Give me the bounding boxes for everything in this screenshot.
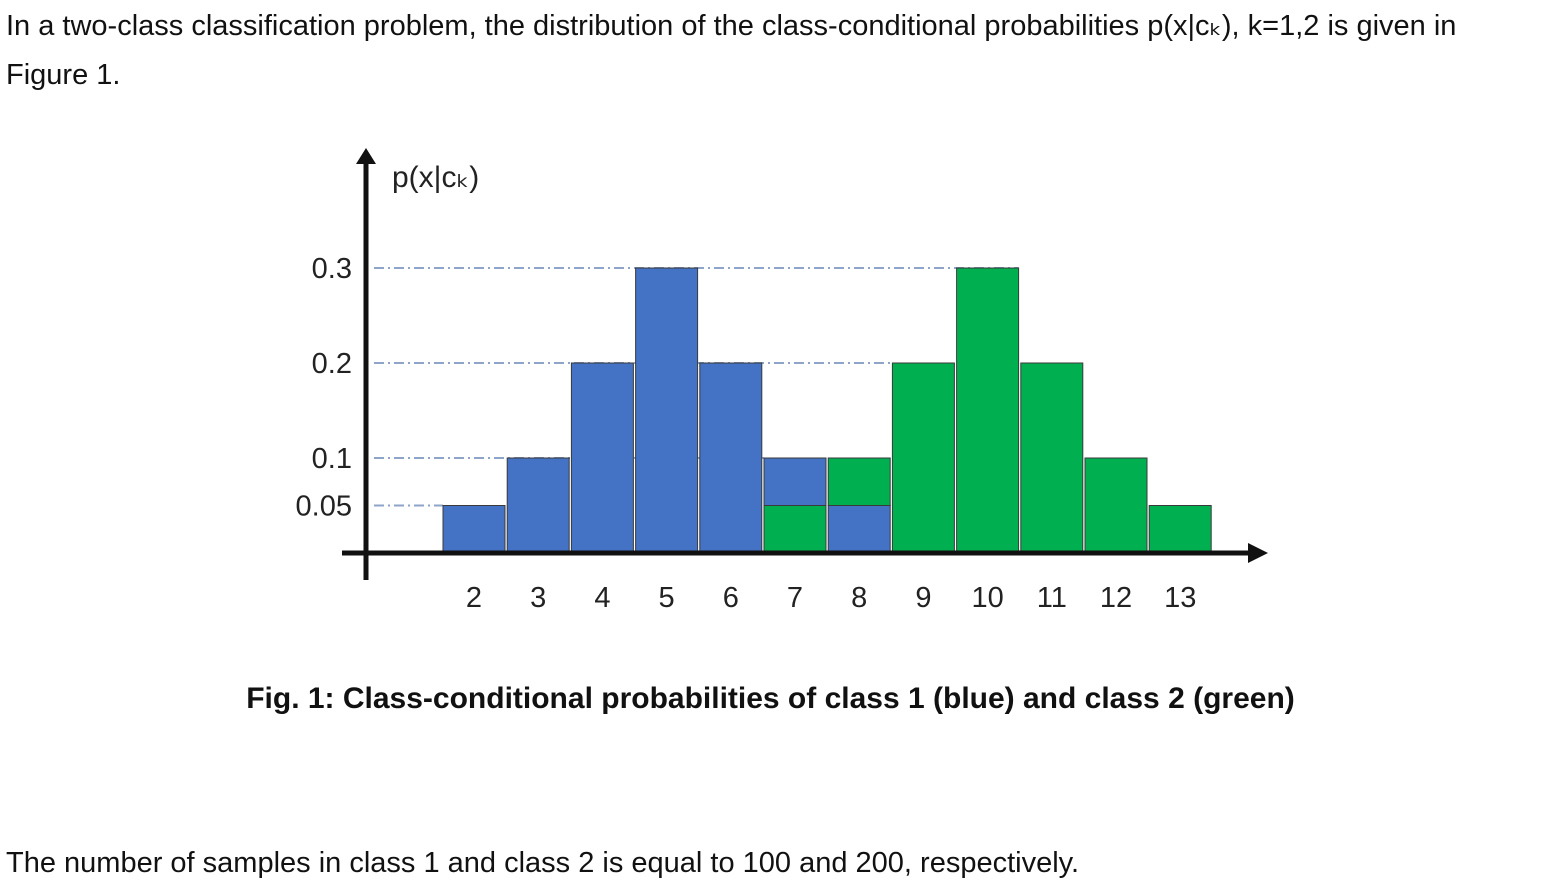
bar-class-2-x9 bbox=[891, 362, 955, 554]
x-tick-label: 8 bbox=[851, 582, 867, 614]
outro-paragraph: The number of samples in class 1 and cla… bbox=[6, 847, 1080, 879]
bar-class-1-x4 bbox=[570, 362, 634, 554]
y-tick-label: 0.3 bbox=[312, 253, 352, 285]
bar-class-2-x7 bbox=[763, 505, 827, 554]
x-tick-label: 9 bbox=[915, 582, 931, 614]
x-tick-label: 11 bbox=[1037, 582, 1067, 614]
bar-class-2-x10 bbox=[956, 267, 1020, 554]
bars bbox=[442, 267, 1212, 554]
bar-class-2-x13 bbox=[1148, 505, 1212, 554]
intro-paragraph: In a two-class classification problem, t… bbox=[6, 10, 1457, 91]
x-tick-label: 10 bbox=[971, 582, 1003, 614]
bar-class-2-x12 bbox=[1084, 457, 1148, 554]
tick-labels: 0.05 0.1 0.2 0.3 2 3 4 5 6 7 8 9 10 11 12 13 bbox=[296, 253, 1197, 614]
bar-class-2-x8 bbox=[827, 457, 891, 506]
figure-1-chart: 0.05 0.1 0.2 0.3 2 3 4 5 6 7 8 9 10 11 12 13 p(x|cₖ) bbox=[0, 130, 1551, 630]
y-tick-label: 0.2 bbox=[312, 348, 352, 380]
y-axis-label: p(x|cₖ) bbox=[392, 161, 479, 194]
x-tick-label: 4 bbox=[594, 582, 610, 614]
histogram-svg: 0.05 0.1 0.2 0.3 2 3 4 5 6 7 8 9 10 11 12 13 p(x|cₖ) bbox=[296, 148, 1268, 614]
x-tick-label: 3 bbox=[530, 582, 546, 614]
bar-class-2-x11 bbox=[1020, 362, 1084, 554]
y-tick-label: 0.05 bbox=[296, 491, 352, 523]
x-tick-label: 5 bbox=[659, 582, 675, 614]
y-axis-arrow-icon bbox=[356, 148, 376, 164]
bar-class-1-x3 bbox=[506, 457, 570, 554]
x-axis-arrow-icon bbox=[1248, 543, 1268, 563]
bar-class-1-x7 bbox=[763, 457, 827, 506]
bar-class-1-x5 bbox=[635, 267, 699, 554]
x-tick-label: 6 bbox=[723, 582, 739, 614]
x-tick-label: 13 bbox=[1164, 582, 1196, 614]
bar-class-1-x2 bbox=[442, 505, 506, 554]
axes bbox=[342, 148, 1268, 580]
bar-class-1-x6 bbox=[699, 362, 763, 554]
y-tick-label: 0.1 bbox=[312, 443, 352, 475]
x-tick-label: 7 bbox=[787, 582, 803, 614]
figure-caption: Fig. 1: Class-conditional probabilities … bbox=[246, 682, 1295, 715]
bar-class-1-x8 bbox=[827, 505, 891, 554]
x-tick-label: 2 bbox=[466, 582, 482, 614]
x-tick-label: 12 bbox=[1100, 582, 1132, 614]
